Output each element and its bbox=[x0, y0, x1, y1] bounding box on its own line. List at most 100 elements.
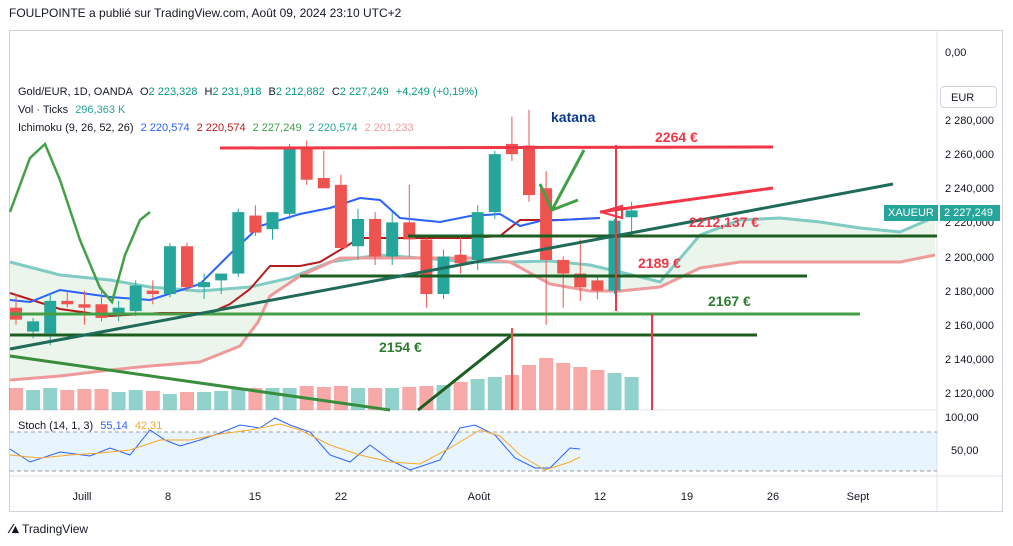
candle-body bbox=[488, 154, 501, 213]
price-tick-label: 2 160,000 bbox=[945, 320, 994, 332]
candle-body bbox=[44, 300, 57, 334]
volume-bar bbox=[282, 388, 297, 410]
price-tick-label: 2 140,000 bbox=[945, 354, 994, 366]
stoch-label: Stoch (14, 1, 3) bbox=[18, 420, 94, 432]
time-tick-label: 19 bbox=[681, 491, 693, 503]
candle-body bbox=[215, 273, 228, 281]
stoch-tick-label: 50,00 bbox=[951, 445, 979, 457]
downtrend-line bbox=[9, 354, 391, 412]
ichimoku-cloud bbox=[10, 217, 935, 380]
volume-bar bbox=[402, 387, 417, 410]
publisher-header: FOULPOINTE a publié sur TradingView.com,… bbox=[9, 6, 402, 20]
volume-legend[interactable]: Vol · Ticks 296,363 K bbox=[18, 104, 129, 116]
volume-bar bbox=[316, 387, 331, 410]
volume-bar bbox=[624, 377, 639, 410]
volume-bar bbox=[248, 388, 263, 410]
volume-bar bbox=[590, 370, 605, 410]
candle-body bbox=[523, 145, 535, 196]
volume-bar bbox=[556, 363, 571, 410]
price-tick-label: 2 240,000 bbox=[945, 183, 994, 195]
time-tick-label: 15 bbox=[249, 491, 261, 503]
volume-bar bbox=[419, 386, 434, 410]
label-2212: 2212,137 € bbox=[689, 214, 759, 230]
legend-close: 2 227,249 bbox=[339, 86, 389, 98]
volume-bar bbox=[94, 389, 109, 410]
time-tick-label: 26 bbox=[767, 491, 779, 503]
candle-body bbox=[334, 184, 347, 248]
price-tick-label: 2 120,000 bbox=[945, 388, 994, 400]
legend-change: +4,249 (+0,19%) bbox=[395, 86, 478, 98]
label-2154: 2154 € bbox=[379, 339, 422, 355]
volume-label: Vol · Ticks bbox=[18, 104, 69, 116]
volume-bar bbox=[128, 390, 143, 410]
stoch-k: 55,14 bbox=[100, 420, 128, 432]
red-arrow-head bbox=[600, 204, 623, 220]
candle-body bbox=[78, 304, 91, 308]
ichimoku-span-b: 2 201,233 bbox=[364, 122, 414, 134]
price-tick-label: 2 180,000 bbox=[945, 286, 994, 298]
label-2264: 2264 € bbox=[655, 129, 698, 145]
candle-body bbox=[283, 147, 296, 214]
volume-value: 296,363 K bbox=[75, 104, 126, 116]
tradingview-logo[interactable]: ⁄▴ TradingView bbox=[10, 521, 88, 537]
volume-bar bbox=[43, 388, 58, 410]
last-price-tag: 2 227,249 bbox=[940, 205, 1000, 221]
candle-body bbox=[232, 212, 245, 274]
candle-body bbox=[557, 259, 570, 274]
resistance-2264-line bbox=[219, 145, 774, 150]
volume-bar bbox=[607, 373, 622, 410]
candle-body bbox=[420, 239, 433, 295]
dark-green-arrow bbox=[417, 333, 513, 412]
price-tick-label: 2 280,000 bbox=[945, 115, 994, 127]
candle-body bbox=[146, 290, 159, 295]
legend-high: 2 231,918 bbox=[212, 86, 262, 98]
volume-bar bbox=[368, 388, 383, 410]
legend-symbol[interactable]: Gold/EUR, 1D, OANDA bbox=[18, 86, 133, 98]
legend-b-label: B bbox=[268, 86, 276, 98]
chart-frame bbox=[9, 30, 1003, 512]
candle-body bbox=[505, 143, 518, 155]
footer-brand: TradingView bbox=[22, 522, 89, 536]
stoch-legend[interactable]: Stoch (14, 1, 3) 55,14 42,31 bbox=[18, 420, 166, 432]
stoch-band bbox=[10, 432, 937, 471]
candle-body bbox=[625, 210, 638, 218]
candle-body bbox=[369, 218, 382, 257]
ichimoku-kijun: 2 220,574 bbox=[196, 122, 246, 134]
ichimoku-chikou-line bbox=[8, 141, 151, 305]
volume-bar bbox=[333, 386, 348, 410]
currency-button[interactable]: EUR bbox=[940, 86, 997, 108]
volume-bar bbox=[60, 390, 75, 410]
stoch-d: 42,31 bbox=[134, 420, 163, 432]
stoch-d-line bbox=[9, 423, 581, 471]
green-arrow-head bbox=[538, 183, 579, 212]
time-tick-label: 12 bbox=[594, 491, 606, 503]
candle-body bbox=[386, 222, 399, 257]
time-tick-label: Août bbox=[468, 491, 491, 503]
legend-c-label: C bbox=[331, 86, 340, 98]
legend-o-label: O bbox=[139, 86, 149, 98]
ichimoku-label: Ichimoku (9, 26, 52, 26) bbox=[18, 122, 134, 134]
candle-body bbox=[608, 220, 621, 291]
legend-open: 2 223,328 bbox=[148, 86, 198, 98]
price-tick-label: 2 260,000 bbox=[945, 149, 994, 161]
volume-bar bbox=[9, 388, 23, 410]
ichimoku-tenkan-line bbox=[9, 196, 601, 304]
time-tick-label: 8 bbox=[165, 491, 171, 503]
symbol-legend: Gold/EUR, 1D, OANDA O2 223,328 H2 231,91… bbox=[18, 86, 482, 98]
ichimoku-tenkan: 2 220,574 bbox=[140, 122, 190, 134]
volume-bar bbox=[539, 358, 554, 410]
volume-bar bbox=[77, 389, 92, 410]
volume-bar bbox=[197, 392, 212, 410]
volume-bar bbox=[573, 367, 588, 410]
katana-label: katana bbox=[551, 109, 596, 125]
ichimoku-legend[interactable]: Ichimoku (9, 26, 52, 26) 2 220,574 2 220… bbox=[18, 122, 418, 134]
candle-body bbox=[266, 212, 279, 230]
label-2167: 2167 € bbox=[708, 293, 751, 309]
candle-body bbox=[249, 215, 262, 233]
candle-body bbox=[181, 246, 193, 288]
time-tick-label: 22 bbox=[335, 491, 347, 503]
candle-body bbox=[198, 282, 211, 288]
logo-icon: ⁄▴ bbox=[10, 521, 19, 536]
red-diagonal-line bbox=[599, 186, 774, 214]
